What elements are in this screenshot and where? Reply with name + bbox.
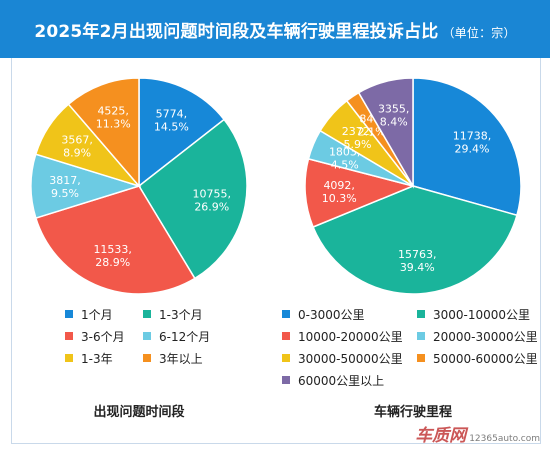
legend-swatch — [65, 310, 73, 318]
pie-slice-mileage-6 — [357, 77, 414, 189]
legend-label: 50000-60000公里 — [433, 352, 538, 366]
pie-label-time-3: 3817, 9.5% — [49, 174, 81, 200]
legend-label: 6-12个月 — [159, 330, 211, 344]
legend-item-mileage-6: 60000公里以上 — [282, 373, 384, 389]
chart-title-mileage: 车辆行驶里程 — [373, 405, 452, 420]
pie-label-time-0: 5774, 14.5% — [154, 108, 189, 134]
legend-item-time-1: 1-3个月 — [143, 307, 203, 323]
legend-item-mileage-2: 10000-20000公里 — [282, 329, 403, 345]
pie-label-time-5: 4525, 11.3% — [96, 105, 131, 131]
legend-item-time-4: 1-3年 — [65, 351, 113, 367]
legend-item-time-5: 3年以上 — [143, 351, 203, 367]
pie-label-time-4: 3567, 8.9% — [61, 134, 93, 160]
legend-swatch — [65, 354, 73, 362]
legend-item-mileage-3: 20000-30000公里 — [417, 329, 538, 345]
legend-label: 3-6个月 — [81, 330, 125, 344]
legend-label: 30000-50000公里 — [298, 352, 403, 366]
pie-label-mileage-1: 15763, 39.4% — [398, 248, 437, 274]
chart-title-time: 出现问题时间段 — [93, 405, 185, 420]
legend-item-mileage-5: 50000-60000公里 — [417, 351, 538, 367]
pie-slice-time-1 — [138, 118, 248, 280]
legend-item-time-2: 3-6个月 — [65, 329, 125, 345]
legend-label: 3000-10000公里 — [433, 308, 531, 322]
pie-label-mileage-2: 4092, 10.3% — [322, 179, 357, 205]
legend-label: 1-3个月 — [159, 308, 203, 322]
legend-item-mileage-0: 0-3000公里 — [282, 307, 365, 323]
legend-item-mileage-4: 30000-50000公里 — [282, 351, 403, 367]
legend-label: 3年以上 — [159, 352, 203, 366]
pie-chart-mileage: 11738, 29.4%15763, 39.4%4092, 10.3%1803, 4.5… — [304, 77, 522, 295]
pie-chart-time: 5774, 14.5% 10755, 26.9% 11533, 28.9% 3817, 9.5… — [30, 77, 248, 295]
legend-swatch — [417, 332, 425, 340]
pie-label-time-1: 10755, 26.9% — [193, 187, 232, 213]
pie-slice-mileage-0 — [412, 77, 522, 217]
pie-slice-time-5 — [67, 77, 140, 189]
pie-label-mileage-4: 2372, 5.9% — [342, 125, 374, 151]
watermark-url: 12365auto.com — [469, 434, 540, 444]
pie-slice-mileage-1 — [312, 185, 518, 295]
pie-label-mileage-0: 11738, 29.4% — [453, 129, 492, 155]
pie-label-mileage-6: 3355, 8.4% — [378, 103, 410, 129]
legend-label: 10000-20000公里 — [298, 330, 403, 344]
pie-label-time-2: 11533, 28.9% — [93, 243, 132, 269]
title-text: 2025年2月出现问题时间段及车辆行驶里程投诉占比 — [34, 22, 439, 42]
legend-swatch — [417, 354, 425, 362]
legend-label: 0-3000公里 — [298, 308, 365, 322]
legend-swatch — [143, 354, 151, 362]
legend-swatch — [282, 332, 290, 340]
watermark-logo: 车质网 — [415, 426, 467, 446]
legend-item-time-0: 1个月 — [65, 307, 113, 323]
legend-swatch — [417, 310, 425, 318]
legend-label: 20000-30000公里 — [433, 330, 538, 344]
page-title: 2025年2月出现问题时间段及车辆行驶里程投诉占比 （单位：宗） — [0, 17, 550, 42]
legend-swatch — [282, 376, 290, 384]
title-banner: 2025年2月出现问题时间段及车辆行驶里程投诉占比 （单位：宗） — [0, 0, 550, 58]
pie-slice-mileage-2 — [304, 157, 416, 228]
pie-slice-time-2 — [34, 185, 196, 295]
legend-swatch — [143, 310, 151, 318]
legend-item-mileage-1: 3000-10000公里 — [417, 307, 530, 323]
legend-swatch — [65, 332, 73, 340]
legend-item-time-3: 6-12个月 — [143, 329, 210, 345]
unit-label: （单位：宗） — [442, 26, 516, 40]
legend-label: 60000公里以上 — [298, 374, 385, 388]
pie-slice-time-0 — [138, 77, 226, 188]
legend-label: 1-3年 — [81, 352, 113, 366]
legend-swatch — [282, 354, 290, 362]
site-watermark: 车质网 12365auto.com — [415, 421, 540, 446]
legend-label: 1个月 — [81, 308, 113, 322]
legend-swatch — [143, 332, 151, 340]
legend-swatch — [282, 310, 290, 318]
